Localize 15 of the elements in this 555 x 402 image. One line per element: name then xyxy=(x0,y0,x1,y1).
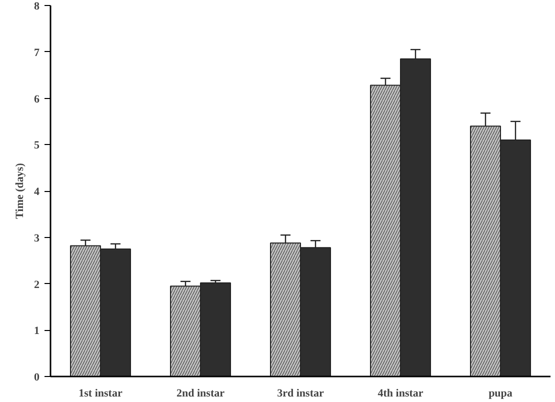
y-tick-label: 0 xyxy=(34,372,40,384)
y-tick-label: 8 xyxy=(34,0,40,12)
y-tick-label: 7 xyxy=(34,46,40,59)
x-tick-label: 2nd instar xyxy=(176,388,225,400)
y-tick-label: 1 xyxy=(34,325,40,338)
x-tick-label: pupa xyxy=(488,388,513,400)
y-tick-label: 4 xyxy=(34,186,40,198)
y-axis-title: Time (days) xyxy=(14,162,26,219)
y-tick-label: 5 xyxy=(34,140,40,152)
y-tick-label: 2 xyxy=(34,278,40,291)
x-tick-label: 1st instar xyxy=(78,388,122,400)
x-tick-label: 3rd instar xyxy=(277,388,324,400)
x-tick-label: 4th instar xyxy=(378,388,424,400)
y-tick-label: 6 xyxy=(34,93,40,106)
y-tick-label: 3 xyxy=(34,232,40,244)
